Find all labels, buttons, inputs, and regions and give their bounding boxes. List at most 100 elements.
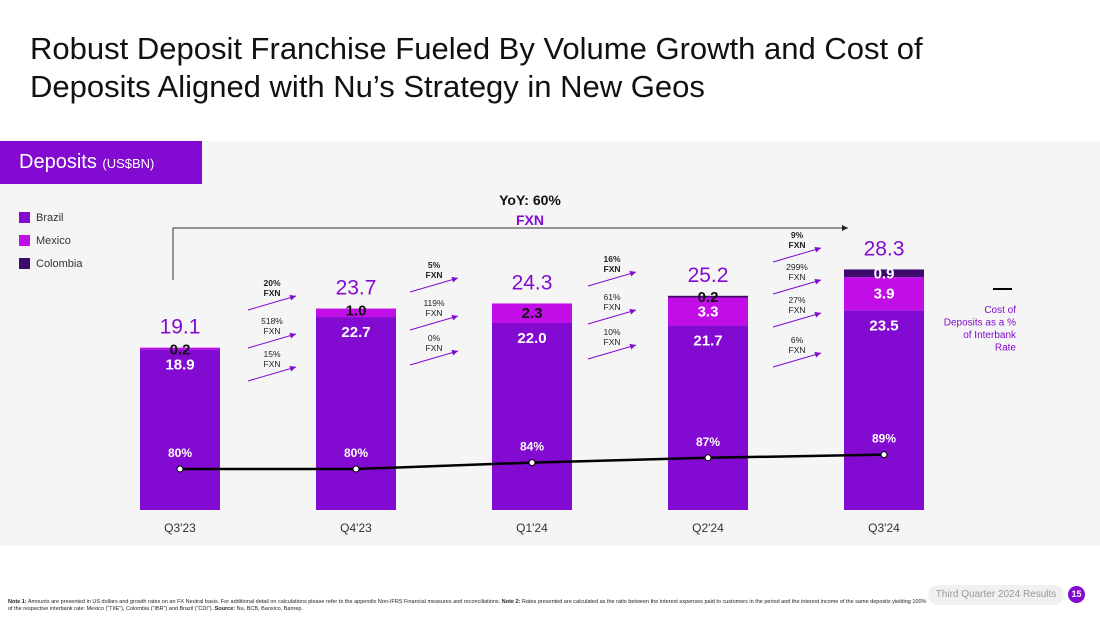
page-title: Robust Deposit Franchise Fueled By Volum… [30, 30, 1030, 106]
cost-point-3 [704, 454, 712, 462]
source-text: Nu, BCB, Banxico, Banrep. [236, 606, 303, 612]
cost-point-1 [352, 465, 360, 473]
bar-mexico-0 [140, 347, 220, 350]
bar-colombia-3 [668, 295, 748, 298]
growth-mexico-arrow-3 [772, 278, 822, 295]
growth-total-pct-0: 20% [263, 278, 280, 288]
bar-label-mexico-2: 2.3 [522, 305, 543, 322]
cost-label-4: 89% [872, 432, 896, 446]
bar-label-mexico-1: 1.0 [346, 303, 367, 320]
bar-label-brazil-0: 18.9 [165, 356, 194, 373]
growth-total-unit-2: FXN [604, 264, 621, 274]
bar-label-colombia-3: 0.2 [698, 289, 719, 306]
note1-text: Amounts are presented in US dollars and … [27, 599, 501, 605]
growth-brazil-unit-2: FXN [604, 337, 621, 347]
bar-brazil-1 [316, 317, 396, 510]
legend-item-colombia: Colombia [19, 252, 82, 275]
page-number: 15 [1068, 586, 1085, 603]
growth-brazil-pct-3: 6% [791, 335, 804, 345]
legend-item-brazil: Brazil [19, 206, 82, 229]
growth-mexico-pct-3: 299% [786, 262, 808, 272]
line-legend-text-3: Rate [995, 343, 1017, 354]
note2-text: Rates presented are calculated as the ra… [8, 599, 927, 612]
yoy-bracket [172, 225, 848, 280]
cost-label-2: 84% [520, 440, 544, 454]
growth-colombia-arrow-3 [772, 311, 822, 328]
legend-swatch-colombia [19, 258, 30, 269]
growth-mexico-unit-1: FXN [426, 308, 443, 318]
x-tick-label-4: Q3'24 [868, 521, 900, 535]
chart-legend: Brazil Mexico Colombia [19, 206, 82, 275]
bar-total-0: 19.1 [160, 316, 201, 339]
growth-colombia-pct-3: 27% [788, 295, 805, 305]
growth-total-unit-1: FXN [426, 270, 443, 280]
bar-label-mexico-4: 3.9 [874, 286, 895, 303]
cost-label-1: 80% [344, 446, 368, 460]
growth-mexico-unit-2: FXN [604, 302, 621, 312]
legend-label-colombia: Colombia [36, 257, 83, 270]
yoy-label: YoY: 60% [499, 192, 561, 208]
bar-label-brazil-4: 23.5 [869, 317, 898, 334]
growth-brazil-pct-2: 10% [603, 327, 620, 337]
legend-label-brazil: Brazil [36, 211, 64, 224]
x-tick-label-1: Q4'23 [340, 521, 372, 535]
bar-label-mexico-0: 0.2 [170, 342, 191, 359]
growth-brazil-pct-0: 15% [263, 349, 280, 359]
title-line-2: Deposits Aligned with Nu’s Strategy in N… [30, 69, 705, 104]
bar-total-1: 23.7 [336, 277, 377, 300]
bar-brazil-0 [140, 349, 220, 510]
bar-label-mexico-3: 3.3 [698, 304, 719, 321]
growth-total-arrow-2 [587, 270, 637, 287]
source-label: Source: [214, 606, 236, 612]
legend-swatch-brazil [19, 212, 30, 223]
growth-brazil-unit-0: FXN [264, 359, 281, 369]
growth-total-pct-3: 9% [791, 230, 804, 240]
note1-label: Note 1: [8, 599, 27, 605]
growth-mexico-unit-3: FXN [789, 272, 806, 282]
bar-mexico-1 [316, 308, 396, 318]
growth-brazil-arrow-0 [247, 365, 297, 382]
results-pill: Third Quarter 2024 Results [928, 585, 1064, 605]
bar-total-4: 28.3 [864, 237, 905, 260]
growth-brazil-pct-1: 0% [428, 333, 441, 343]
cost-label-3: 87% [696, 435, 720, 449]
note2-label: Note 2: [501, 599, 521, 605]
legend-item-mexico: Mexico [19, 229, 82, 252]
yoy-sub-label: FXN [516, 212, 544, 228]
bar-label-brazil-2: 22.0 [517, 330, 546, 347]
bar-brazil-3 [668, 325, 748, 510]
growth-total-arrow-3 [772, 246, 822, 263]
growth-mexico-arrow-1 [409, 314, 459, 331]
bar-brazil-4 [844, 310, 924, 510]
line-legend-text-2: of Interbank [963, 330, 1017, 341]
legend-swatch-mexico [19, 235, 30, 246]
bar-label-brazil-1: 22.7 [341, 324, 370, 341]
cost-point-2 [528, 459, 536, 467]
growth-mexico-pct-2: 61% [603, 292, 620, 302]
growth-total-unit-3: FXN [789, 240, 806, 250]
bar-colombia-4 [844, 269, 924, 278]
bar-total-3: 25.2 [688, 264, 729, 287]
section-tag: Deposits (US$BN) [0, 141, 202, 184]
growth-mexico-arrow-0 [247, 332, 297, 349]
tag-main: Deposits [19, 151, 97, 173]
growth-total-pct-2: 16% [603, 254, 620, 264]
growth-mexico-unit-0: FXN [264, 326, 281, 336]
footer-notes: Note 1: Amounts are presented in US doll… [8, 599, 928, 613]
growth-brazil-arrow-2 [587, 343, 637, 360]
title-line-1: Robust Deposit Franchise Fueled By Volum… [30, 31, 923, 66]
tag-unit: (US$BN) [102, 156, 155, 171]
growth-total-arrow-1 [409, 276, 459, 293]
growth-total-pct-1: 5% [428, 260, 441, 270]
growth-mexico-pct-0: 518% [261, 316, 283, 326]
bar-label-brazil-3: 21.7 [693, 333, 722, 350]
growth-total-arrow-0 [247, 294, 297, 311]
x-tick-label-2: Q1'24 [516, 521, 548, 535]
x-tick-label-0: Q3'23 [164, 521, 196, 535]
bar-label-colombia-4: 0.9 [874, 265, 895, 282]
x-tick-label-3: Q2'24 [692, 521, 724, 535]
cost-point-4 [880, 451, 888, 459]
bar-mexico-3 [668, 297, 748, 326]
growth-mexico-pct-1: 119% [423, 298, 445, 308]
